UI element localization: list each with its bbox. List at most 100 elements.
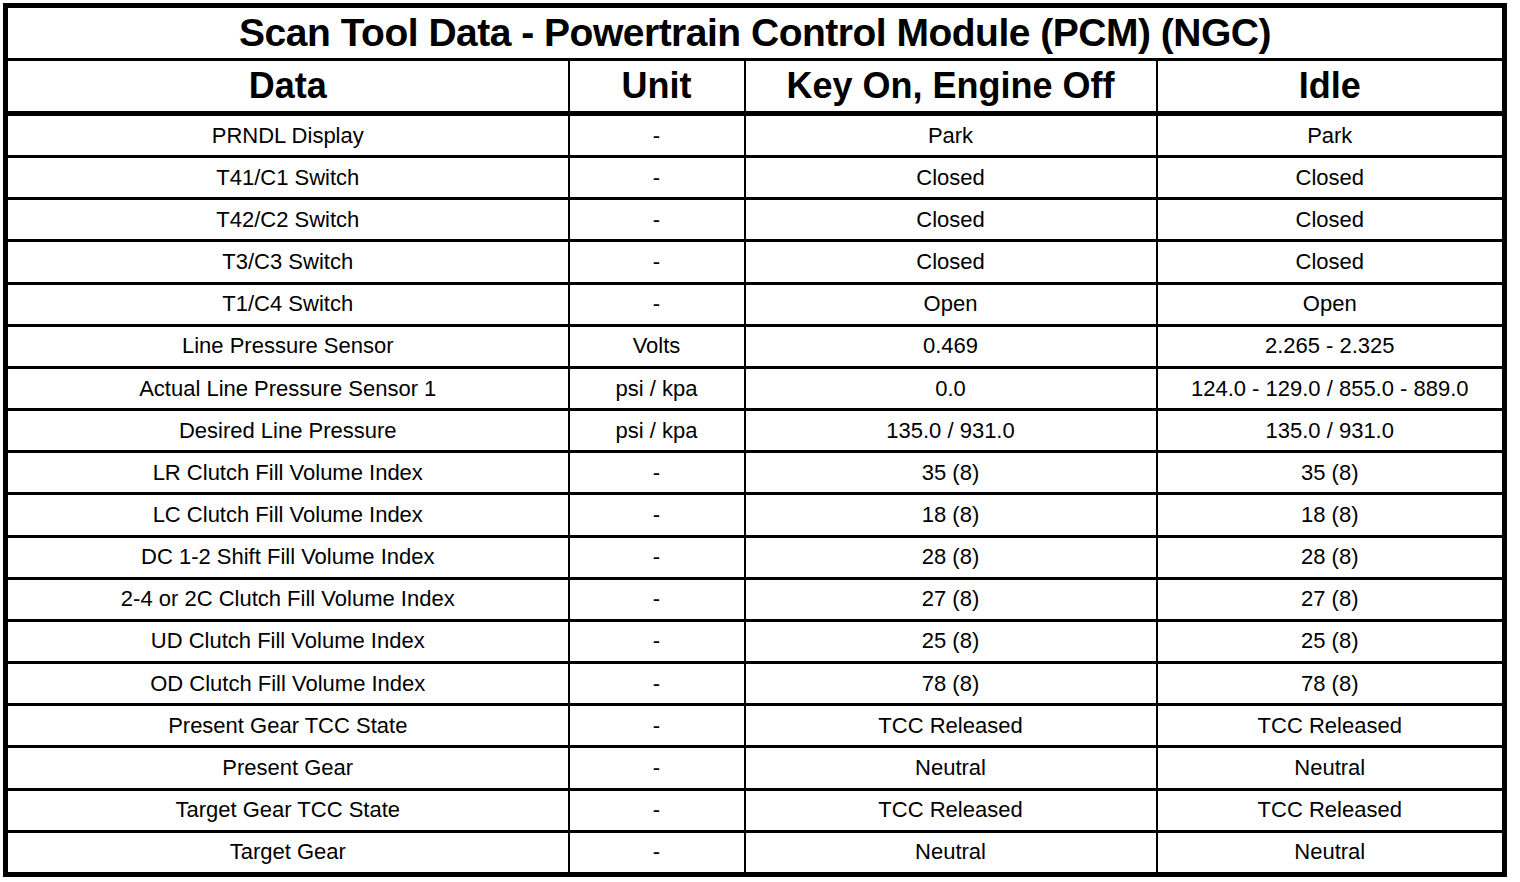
idle-value: Closed <box>1157 157 1505 199</box>
table-row: Desired Line Pressurepsi / kpa135.0 / 93… <box>6 410 1505 452</box>
row-label: UD Clutch Fill Volume Index <box>6 620 569 662</box>
table-head: Scan Tool Data - Powertrain Control Modu… <box>6 6 1505 114</box>
column-header-data: Data <box>6 60 569 114</box>
unit-value: - <box>569 452 745 494</box>
scan-tool-data-table: Scan Tool Data - Powertrain Control Modu… <box>3 3 1507 877</box>
key-on-engine-off-value: 0.469 <box>745 325 1157 367</box>
unit-value: psi / kpa <box>569 410 745 452</box>
idle-value: 124.0 - 129.0 / 855.0 - 889.0 <box>1157 367 1505 409</box>
idle-value: Park <box>1157 114 1505 157</box>
title-row: Scan Tool Data - Powertrain Control Modu… <box>6 6 1505 60</box>
table-row: OD Clutch Fill Volume Index-78 (8)78 (8) <box>6 663 1505 705</box>
idle-value: 135.0 / 931.0 <box>1157 410 1505 452</box>
key-on-engine-off-value: TCC Released <box>745 789 1157 831</box>
row-label: Present Gear TCC State <box>6 705 569 747</box>
table-row: UD Clutch Fill Volume Index-25 (8)25 (8) <box>6 620 1505 662</box>
table-row: Target Gear-NeutralNeutral <box>6 831 1505 874</box>
unit-value: - <box>569 199 745 241</box>
unit-value: - <box>569 578 745 620</box>
row-label: T41/C1 Switch <box>6 157 569 199</box>
table-row: Present Gear-NeutralNeutral <box>6 747 1505 789</box>
row-label: Target Gear <box>6 831 569 874</box>
table-row: DC 1-2 Shift Fill Volume Index-28 (8)28 … <box>6 536 1505 578</box>
unit-value: psi / kpa <box>569 367 745 409</box>
idle-value: 28 (8) <box>1157 536 1505 578</box>
column-header-idle: Idle <box>1157 60 1505 114</box>
row-label: Actual Line Pressure Sensor 1 <box>6 367 569 409</box>
idle-value: 2.265 - 2.325 <box>1157 325 1505 367</box>
scan-tool-data-page: Scan Tool Data - Powertrain Control Modu… <box>0 0 1520 882</box>
row-label: T1/C4 Switch <box>6 283 569 325</box>
row-label: Line Pressure Sensor <box>6 325 569 367</box>
table-row: T42/C2 Switch-ClosedClosed <box>6 199 1505 241</box>
idle-value: Open <box>1157 283 1505 325</box>
idle-value: 18 (8) <box>1157 494 1505 536</box>
table-row: Present Gear TCC State-TCC ReleasedTCC R… <box>6 705 1505 747</box>
key-on-engine-off-value: Neutral <box>745 831 1157 874</box>
key-on-engine-off-value: Open <box>745 283 1157 325</box>
idle-value: TCC Released <box>1157 705 1505 747</box>
table-row: Actual Line Pressure Sensor 1psi / kpa0.… <box>6 367 1505 409</box>
key-on-engine-off-value: 25 (8) <box>745 620 1157 662</box>
idle-value: Neutral <box>1157 747 1505 789</box>
row-label: PRNDL Display <box>6 114 569 157</box>
idle-value: 35 (8) <box>1157 452 1505 494</box>
row-label: Present Gear <box>6 747 569 789</box>
key-on-engine-off-value: Closed <box>745 199 1157 241</box>
row-label: 2-4 or 2C Clutch Fill Volume Index <box>6 578 569 620</box>
table-row: T41/C1 Switch-ClosedClosed <box>6 157 1505 199</box>
header-row: Data Unit Key On, Engine Off Idle <box>6 60 1505 114</box>
column-header-unit: Unit <box>569 60 745 114</box>
idle-value: TCC Released <box>1157 789 1505 831</box>
key-on-engine-off-value: 135.0 / 931.0 <box>745 410 1157 452</box>
table-row: Target Gear TCC State-TCC ReleasedTCC Re… <box>6 789 1505 831</box>
row-label: DC 1-2 Shift Fill Volume Index <box>6 536 569 578</box>
unit-value: - <box>569 157 745 199</box>
row-label: T42/C2 Switch <box>6 199 569 241</box>
idle-value: Closed <box>1157 241 1505 283</box>
table-row: T3/C3 Switch-ClosedClosed <box>6 241 1505 283</box>
unit-value: - <box>569 283 745 325</box>
key-on-engine-off-value: Closed <box>745 157 1157 199</box>
table-title: Scan Tool Data - Powertrain Control Modu… <box>6 6 1505 60</box>
unit-value: - <box>569 536 745 578</box>
unit-value: - <box>569 114 745 157</box>
unit-value: - <box>569 705 745 747</box>
table-row: LC Clutch Fill Volume Index-18 (8)18 (8) <box>6 494 1505 536</box>
table-row: LR Clutch Fill Volume Index-35 (8)35 (8) <box>6 452 1505 494</box>
row-label: Target Gear TCC State <box>6 789 569 831</box>
key-on-engine-off-value: 35 (8) <box>745 452 1157 494</box>
key-on-engine-off-value: Closed <box>745 241 1157 283</box>
table-row: T1/C4 Switch-OpenOpen <box>6 283 1505 325</box>
key-on-engine-off-value: TCC Released <box>745 705 1157 747</box>
row-label: LC Clutch Fill Volume Index <box>6 494 569 536</box>
table-body: PRNDL Display-ParkParkT41/C1 Switch-Clos… <box>6 114 1505 875</box>
table-row: PRNDL Display-ParkPark <box>6 114 1505 157</box>
row-label: T3/C3 Switch <box>6 241 569 283</box>
row-label: LR Clutch Fill Volume Index <box>6 452 569 494</box>
idle-value: 27 (8) <box>1157 578 1505 620</box>
key-on-engine-off-value: Neutral <box>745 747 1157 789</box>
key-on-engine-off-value: 28 (8) <box>745 536 1157 578</box>
column-header-key-on-engine-off: Key On, Engine Off <box>745 60 1157 114</box>
key-on-engine-off-value: 0.0 <box>745 367 1157 409</box>
unit-value: - <box>569 494 745 536</box>
unit-value: - <box>569 747 745 789</box>
key-on-engine-off-value: 18 (8) <box>745 494 1157 536</box>
key-on-engine-off-value: Park <box>745 114 1157 157</box>
key-on-engine-off-value: 78 (8) <box>745 663 1157 705</box>
idle-value: Neutral <box>1157 831 1505 874</box>
unit-value: - <box>569 831 745 874</box>
table-row: Line Pressure SensorVolts0.4692.265 - 2.… <box>6 325 1505 367</box>
unit-value: Volts <box>569 325 745 367</box>
unit-value: - <box>569 241 745 283</box>
row-label: OD Clutch Fill Volume Index <box>6 663 569 705</box>
row-label: Desired Line Pressure <box>6 410 569 452</box>
unit-value: - <box>569 620 745 662</box>
unit-value: - <box>569 663 745 705</box>
unit-value: - <box>569 789 745 831</box>
idle-value: 78 (8) <box>1157 663 1505 705</box>
idle-value: 25 (8) <box>1157 620 1505 662</box>
table-row: 2-4 or 2C Clutch Fill Volume Index- 27 (8… <box>6 578 1505 620</box>
idle-value: Closed <box>1157 199 1505 241</box>
